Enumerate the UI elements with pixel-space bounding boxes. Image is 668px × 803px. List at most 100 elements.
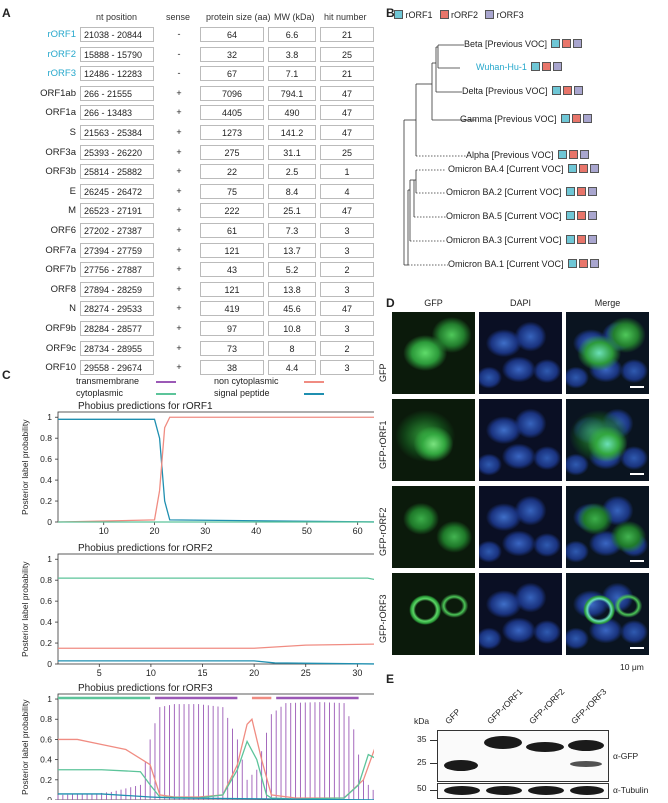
panel-letter-a: A [2, 6, 11, 20]
micro-row-label: GFP [378, 363, 388, 382]
micro-row-label: GFP-rORF2 [378, 507, 388, 557]
micrograph [479, 573, 562, 655]
y-axis-label: Posterior label probability [20, 561, 30, 657]
y-tick-label: 1 [47, 412, 52, 422]
hit-number: 21 [320, 27, 374, 42]
nt-position: 29558 - 29674 [80, 360, 154, 376]
leaf-label: Beta [Previous VOC] [464, 39, 548, 49]
series-line [58, 643, 374, 649]
mw: 141.2 [268, 125, 316, 140]
protein-size: 4405 [200, 105, 264, 121]
x-tick-label: 10 [99, 526, 109, 536]
nt-position: 25393 - 26220 [80, 144, 154, 160]
protein-size: 22 [200, 164, 264, 180]
protein-size: 222 [200, 203, 264, 219]
plot-frame [57, 411, 374, 523]
orf-name: ORF3a [45, 146, 76, 158]
legend-label-rorf3: rORF3 [496, 10, 524, 20]
orf-name: ORF1a [45, 107, 76, 119]
phobius-svg: Phobius predictions for rORF1 Posterior l… [20, 401, 374, 800]
mw: 31.1 [268, 144, 316, 160]
leaf-square-rorf3 [579, 150, 589, 159]
hit-number: 2 [320, 262, 374, 278]
leaf-label: Omicron BA.4 [Current VOC] [448, 164, 564, 174]
nt-position: 21563 - 25384 [80, 125, 154, 140]
leaf-label: Omicron BA.3 [Current VOC] [446, 235, 562, 245]
leaf-square-rorf1 [530, 62, 540, 71]
x-tick-label: 10 [146, 668, 156, 678]
mw: 45.6 [268, 301, 316, 317]
y-axis-label: Posterior label probability [20, 699, 30, 795]
band-gfp-rorf3 [568, 740, 604, 751]
mw: 13.7 [268, 242, 316, 258]
leaf-square-rorf1 [560, 114, 570, 123]
y-tick-label: 0.4 [40, 475, 52, 485]
leaf-square-rorf1 [567, 164, 577, 173]
tree-leaf: Beta [Previous VOC] [464, 39, 583, 50]
y-tick-label: 0 [47, 517, 52, 527]
plot-title: Phobius predictions for rORF3 [78, 683, 213, 694]
micrograph [392, 399, 475, 481]
sense: + [176, 244, 182, 255]
table-row: ORF6 27202 - 27387 +61 7.3 3 [14, 222, 379, 239]
x-tick-label: 50 [302, 526, 312, 536]
tree-leaf: Gamma [Previous VOC] [460, 114, 592, 125]
micro-col-header: DAPI [509, 298, 531, 308]
tree-legend: rORF1 rORF2 rORF3 [392, 10, 524, 20]
hit-number: 3 [320, 360, 374, 376]
x-tick-label: 30 [200, 526, 210, 536]
marker-50-tick [430, 790, 437, 791]
x-tick-label: 25 [301, 668, 311, 678]
orf-name: ORF10 [45, 362, 76, 374]
orf-name: rORF3 [47, 68, 77, 80]
hit-number: 1 [320, 164, 374, 180]
micrograph [566, 312, 649, 394]
orf-name: M [68, 205, 76, 217]
sense: + [176, 107, 182, 118]
leaf-square-rorf1 [565, 235, 575, 244]
hit-number: 47 [320, 301, 374, 317]
leaf-square-rorf2 [571, 114, 581, 123]
sense: + [176, 166, 182, 177]
nt-position: 25814 - 25882 [80, 164, 154, 180]
band-tubulin-1 [444, 786, 480, 795]
leaf-label: Omicron BA.1 [Current VOC] [448, 259, 564, 269]
leaf-square-rorf2 [568, 150, 578, 159]
protein-size: 64 [200, 27, 264, 42]
table-row: ORF8 27894 - 28259 +121 13.8 3 [14, 281, 379, 298]
hit-number: 3 [320, 321, 374, 336]
micrograph [392, 573, 475, 655]
phylogenetic-tree: rORF1 rORF2 rORF3 [386, 10, 666, 280]
x-tick-label: 5 [97, 668, 102, 678]
micrograph [392, 486, 475, 568]
table-row: ORF1ab 266 - 21555 +7096 794.1 47 [14, 85, 379, 102]
blot-tubulin [437, 783, 609, 799]
leaf-square-rorf3 [589, 164, 599, 173]
antibody-tubulin: α-Tubulin [613, 785, 649, 795]
band-gfp-rorf1 [484, 736, 522, 749]
band-gfp-rorf3-lower [570, 761, 602, 767]
sense: + [176, 264, 182, 275]
micrograph [479, 312, 562, 394]
series-line [58, 660, 374, 665]
table-row: ORF10 29558 - 29674 +38 4.4 3 [14, 359, 379, 376]
protein-size: 61 [200, 223, 264, 238]
leaf-square-rorf1 [567, 259, 577, 268]
leaf-square-rorf2 [578, 164, 588, 173]
leaf-label: Gamma [Previous VOC] [460, 114, 557, 124]
table-row: S 21563 - 25384 +1273 141.2 47 [14, 124, 379, 141]
orf-name: ORF9b [45, 323, 76, 334]
series-line [58, 418, 374, 523]
sense: + [176, 283, 182, 294]
tree-branches [403, 44, 476, 266]
nt-position: 266 - 13483 [80, 105, 154, 121]
marker-35: 35 [417, 734, 427, 744]
mw: 6.6 [268, 27, 316, 42]
lane-label: GFP-rORF2 [526, 686, 567, 726]
panel-letter-e: E [386, 672, 395, 686]
leaf-square-rorf2 [562, 39, 572, 48]
sense: + [176, 146, 182, 157]
protein-size: 121 [200, 242, 264, 258]
y-tick-label: 1 [47, 694, 52, 704]
hit-number: 47 [320, 105, 374, 121]
